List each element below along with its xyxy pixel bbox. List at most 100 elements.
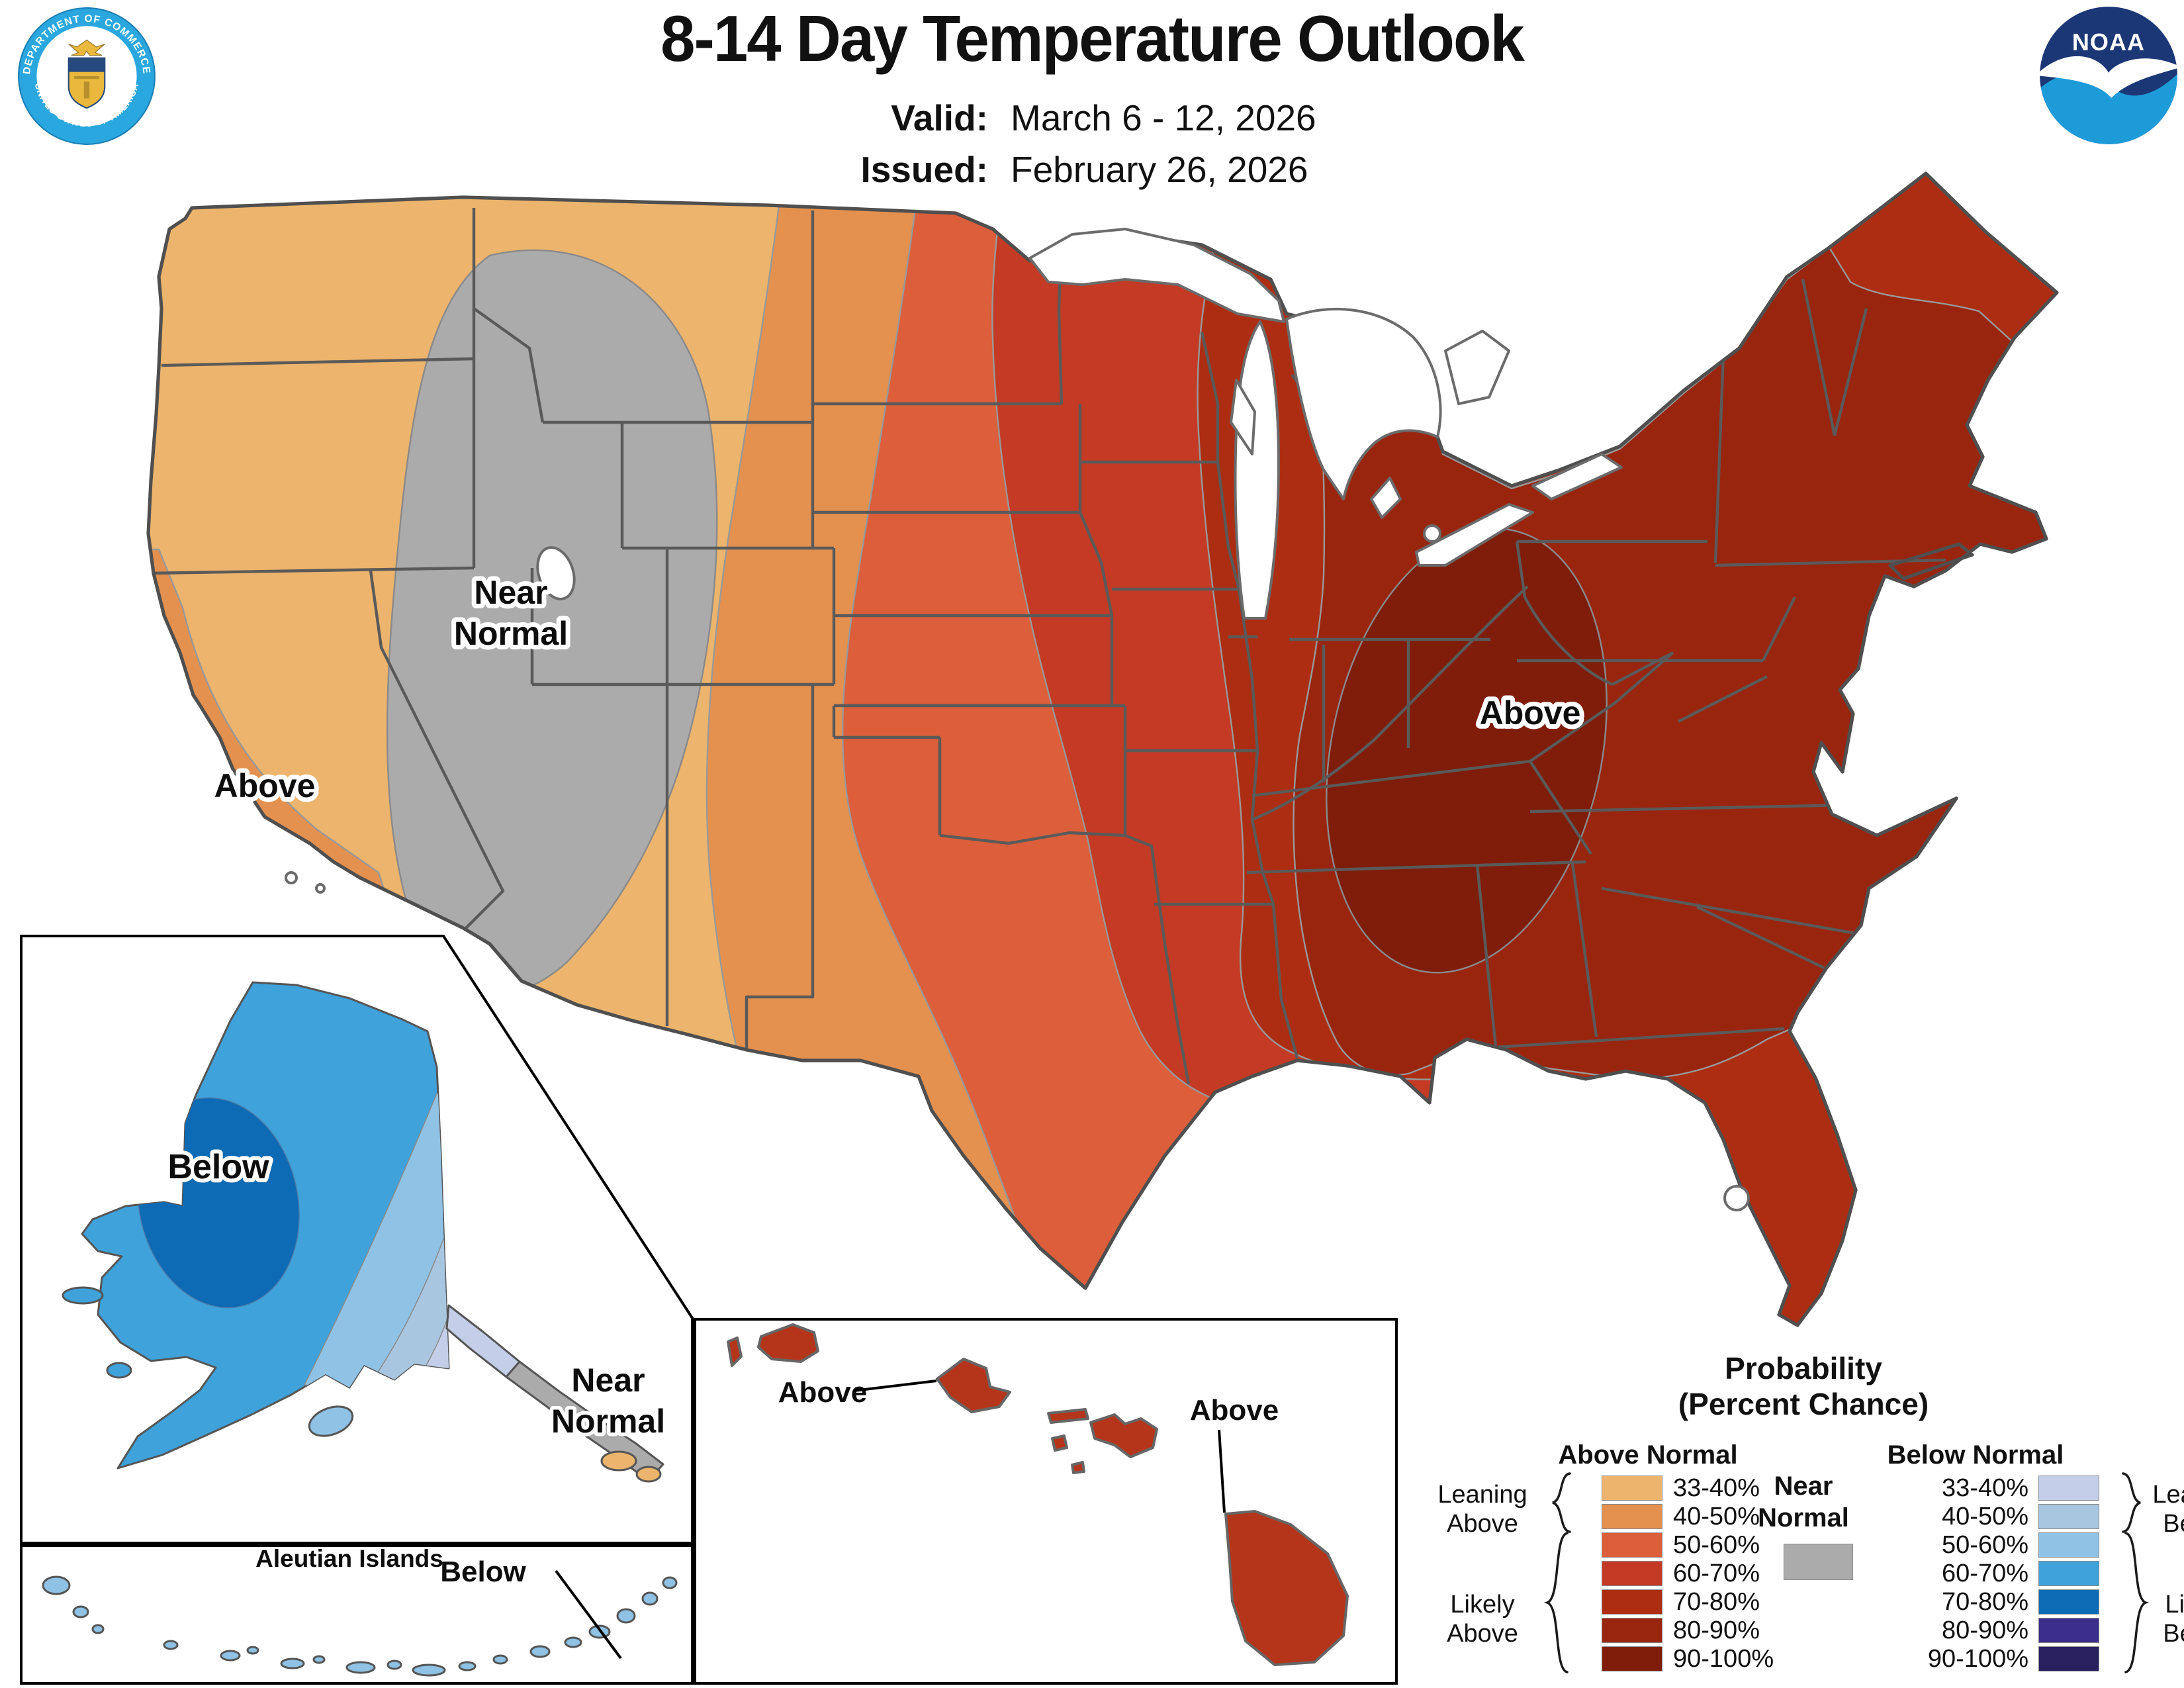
label-hawaii-above-big: Above: [1190, 1394, 1279, 1427]
alaska-inset-map: Below Near Normal: [20, 935, 694, 1544]
georgian-bay: [1444, 330, 1510, 405]
swatch-above-33-40: [1602, 1476, 1662, 1501]
island-niihau: [727, 1336, 743, 1367]
hawaii-inset-map: Above Above: [694, 1318, 1398, 1685]
swatch-below-90-100: [2038, 1646, 2099, 1671]
legend-row-label: 80-90%: [1942, 1617, 2028, 1644]
eagle-icon: [68, 39, 105, 56]
legend-below-header: Below Normal: [1887, 1440, 2064, 1470]
legend-row-label: 90-100%: [1673, 1645, 1774, 1673]
hawaii-above-west-pointer: [853, 1380, 937, 1392]
label-above-west: Above: [214, 767, 316, 804]
lake-erie: [1415, 503, 1534, 567]
swatch-below-70-80: [2038, 1589, 2099, 1615]
probability-legend: Probability (Percent Chance) Above Norma…: [1423, 1350, 2184, 1681]
channel-island: [285, 871, 298, 884]
valid-label: Valid:: [891, 97, 988, 138]
island-maui: [1089, 1413, 1158, 1458]
legend-row-label: 40-50%: [1942, 1503, 2028, 1530]
legend-row-label: 50-60%: [1673, 1531, 1760, 1559]
label-near-normal-2: Normal: [454, 615, 568, 652]
legend-likely-above-2: Above: [1447, 1620, 1518, 1648]
valid-value: March 6 - 12, 2026: [1011, 97, 1316, 138]
issued-value: February 26, 2026: [1011, 149, 1308, 190]
legend-row-label: 80-90%: [1673, 1617, 1760, 1644]
aleutian-islands-chain: [42, 1575, 678, 1677]
us-outline: [146, 171, 2059, 1327]
alaska-panhandle-above-island: [600, 1450, 637, 1472]
swatch-above-50-60: [1602, 1532, 1662, 1558]
legend-leaning-above-2: Above: [1447, 1510, 1518, 1538]
swatch-near-normal: [1784, 1544, 1853, 1580]
swatch-below-50-60: [2038, 1532, 2099, 1558]
label-alaska-near-normal: Near: [571, 1362, 645, 1399]
swatch-below-33-40: [2038, 1476, 2099, 1501]
lake-st-clair: [1423, 524, 1441, 543]
legend-row-label: 90-100%: [1927, 1645, 2028, 1673]
saginaw-bay: [1370, 477, 1402, 519]
legend-row-label: 33-40%: [1673, 1474, 1760, 1502]
legend-near-normal-2: Normal: [1758, 1503, 1849, 1532]
noaa-logo-icon: NOAA: [2040, 7, 2177, 144]
island-kahoolawe: [1071, 1461, 1085, 1474]
legend-above-header: Above Normal: [1558, 1440, 1738, 1470]
legend-title: Probability: [1725, 1351, 1882, 1385]
lake-okeechobee: [1723, 1185, 1750, 1211]
legend-row-label: 70-80%: [1942, 1588, 2028, 1616]
kodiak-island: [308, 1405, 354, 1437]
issue-block: Valid: March 6 - 12, 2026 Issued: Februa…: [754, 97, 1449, 200]
channel-island: [315, 883, 326, 894]
island-molokai: [1047, 1408, 1089, 1424]
swatch-below-80-90: [2038, 1618, 2099, 1643]
legend-leaning-below: Leaning: [2152, 1481, 2184, 1509]
likely-below-brace-icon: [2124, 1532, 2150, 1673]
st-lawrence-island: [62, 1286, 104, 1305]
leaning-above-brace-icon: [1552, 1472, 1571, 1533]
great-salt-lake: [536, 546, 576, 600]
swatch-above-60-70: [1602, 1561, 1662, 1586]
island-kauai: [757, 1323, 819, 1363]
label-alaska-near-normal-2: Normal: [551, 1403, 665, 1440]
lake-huron: [1285, 308, 1442, 500]
legend-near-normal: Near: [1774, 1472, 1833, 1501]
label-aleutian-below: Below: [440, 1556, 526, 1588]
lake-ontario: [1531, 453, 1623, 500]
svg-text:NOAA: NOAA: [2072, 28, 2145, 56]
nunivak-island: [106, 1362, 132, 1379]
legend-likely-above: Likely: [1450, 1591, 1515, 1618]
issued-label: Issued:: [860, 149, 988, 190]
contour-near-normal: [386, 249, 718, 996]
legend-subtitle: (Percent Chance): [1678, 1387, 1929, 1421]
state-borders: [148, 208, 1946, 1085]
legend-leaning-below-2: Below: [2163, 1510, 2184, 1538]
hawaii-above-big-pointer: [1218, 1429, 1226, 1513]
label-alaska-below: Below: [167, 1148, 269, 1186]
legend-row-label: 50-60%: [1942, 1531, 2028, 1559]
swatch-below-40-50: [2038, 1504, 2099, 1529]
swatch-above-70-80: [1602, 1589, 1662, 1615]
swatch-above-40-50: [1602, 1504, 1662, 1529]
label-near-normal: Near: [474, 574, 547, 611]
legend-row-label: 60-70%: [1673, 1560, 1760, 1587]
green-bay: [1230, 379, 1256, 455]
label-above-east: Above: [1480, 694, 1581, 731]
island-lanai: [1051, 1434, 1068, 1452]
page-title: 8-14 Day Temperature Outlook: [660, 2, 1525, 75]
legend-likely-below-2: Below: [2163, 1620, 2184, 1648]
aleutian-below-pointer: [555, 1570, 622, 1660]
swatch-above-80-90: [1602, 1618, 1662, 1643]
swatch-below-60-70: [2038, 1561, 2099, 1586]
leaning-below-brace-icon: [2122, 1472, 2141, 1533]
label-hawaii-above-west: Above: [778, 1376, 867, 1409]
legend-row-label: 40-50%: [1673, 1503, 1760, 1530]
legend-likely-below: Likely: [2165, 1591, 2184, 1618]
label-aleutian-islands: Aleutian Islands: [255, 1545, 443, 1572]
island-oahu: [936, 1358, 1011, 1413]
legend-leaning-above: Leaning: [1437, 1481, 1527, 1509]
likely-above-brace-icon: [1543, 1532, 1569, 1673]
alaska-panhandle-above-island: [635, 1466, 662, 1483]
swatch-above-90-100: [1602, 1646, 1662, 1671]
conus-temperature-outlook-map: Above Near Normal Above: [146, 171, 2059, 1327]
legend-row-label: 33-40%: [1942, 1474, 2028, 1502]
